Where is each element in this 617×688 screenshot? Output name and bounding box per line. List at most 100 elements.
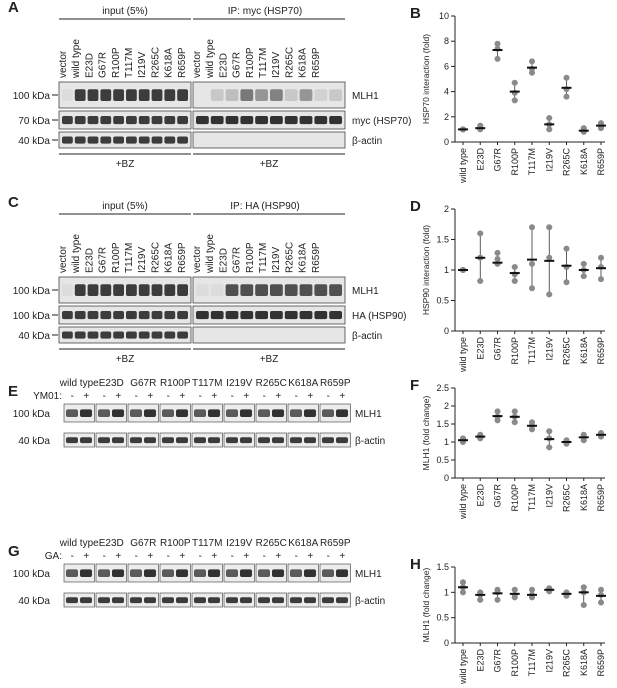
lane-label: R265C [150, 242, 161, 273]
blot-band [177, 136, 188, 144]
data-point [598, 125, 604, 132]
lane-label: K618A [164, 48, 175, 78]
data-point [580, 437, 587, 444]
blot-band [270, 311, 283, 320]
blot-frame [192, 110, 346, 130]
minus-sign: - [103, 551, 106, 562]
blot-band [176, 597, 188, 604]
data-point [529, 69, 535, 76]
blot-band [336, 597, 348, 604]
pair-label: K618A [288, 378, 318, 389]
data-point [546, 115, 553, 122]
minus-sign: - [71, 391, 74, 402]
blot-band [98, 409, 110, 417]
blot-band [138, 311, 150, 320]
blot-band [210, 311, 224, 320]
blot-band [270, 284, 283, 296]
data-point [529, 260, 535, 267]
y-tick-label: 0 [444, 137, 449, 147]
lane-label: vector [58, 245, 69, 273]
minus-sign: - [263, 551, 266, 562]
blot-band [113, 284, 124, 296]
y-tick-label: 0 [444, 473, 449, 483]
data-point [563, 74, 570, 81]
data-point [598, 276, 604, 283]
blot-frame [191, 432, 223, 448]
blot-band [151, 311, 163, 320]
x-tick-label: K618A [579, 649, 589, 676]
y-tick-label: 6 [444, 61, 449, 71]
y-tick-label: 1.5 [436, 419, 449, 429]
input-header: input (5%) [102, 6, 148, 17]
blot-band [177, 284, 188, 296]
blot-band [176, 569, 188, 577]
blot-frame [223, 403, 255, 423]
x-tick-label: wild type [458, 649, 468, 685]
blot-band [240, 89, 254, 101]
blot-band [177, 311, 188, 320]
blot-frame [127, 403, 159, 423]
band-label: β-actin [352, 136, 382, 147]
blot-frame [191, 403, 223, 423]
blot-frame [63, 592, 95, 608]
lane-label: I219V [137, 247, 148, 273]
blot-band [87, 116, 99, 125]
data-point [546, 428, 553, 435]
x-tick-label: wild type [458, 148, 468, 184]
blot-band [138, 89, 150, 101]
blot-band [164, 331, 176, 339]
blot-band [290, 409, 302, 417]
x-tick-label: R100P [510, 649, 520, 677]
lane-label: K618A [164, 243, 175, 273]
y-tick-label: 8 [444, 36, 449, 46]
lane-label: R265C [284, 242, 295, 273]
y-tick-label: 1 [444, 265, 449, 275]
x-tick-label: E23D [475, 484, 485, 507]
lane-label: R659P [177, 242, 188, 273]
mw-marker: 100 kDa [13, 91, 51, 102]
blot-band [98, 437, 110, 444]
data-point [511, 263, 518, 270]
blot-band [255, 116, 268, 125]
mw-marker: 70 kDa [18, 116, 50, 127]
x-tick-label: wild type [458, 484, 468, 520]
blot-frame [63, 563, 95, 583]
data-point [477, 277, 484, 284]
blot-band [322, 569, 334, 577]
data-point [598, 591, 604, 598]
plus-sign: + [83, 551, 89, 562]
y-tick-label: 0 [444, 638, 449, 648]
blot-band [196, 311, 209, 320]
x-tick-label: R100P [510, 484, 520, 512]
x-tick-label: I219V [544, 337, 554, 361]
blot-band [284, 89, 298, 101]
x-tick-label: R265C [562, 484, 572, 513]
blot-frame [95, 592, 127, 608]
blot-band [66, 597, 78, 604]
plus-sign: + [275, 551, 281, 562]
x-tick-label: R659P [596, 337, 606, 365]
blot-band [80, 569, 92, 577]
blot-band [240, 409, 252, 417]
lane-label: G67R [98, 52, 109, 78]
lane-label: vector [58, 50, 69, 78]
lane-label: wild type [205, 234, 216, 274]
blot-band [299, 116, 313, 125]
plus-sign: + [179, 391, 185, 402]
minus-sign: - [71, 551, 74, 562]
y-tick-label: 1 [444, 587, 449, 597]
x-tick-label: G67R [493, 649, 503, 673]
plus-sign: + [243, 551, 249, 562]
blot-frame [159, 403, 191, 423]
blot-band [304, 409, 316, 417]
plus-sign: + [179, 551, 185, 562]
mw-marker: 100 kDa [13, 409, 51, 420]
y-tick-label: 2.5 [436, 383, 449, 393]
y-tick-label: 4 [444, 87, 449, 97]
treatment-label: +BZ [260, 159, 279, 170]
pair-label: R100P [160, 378, 191, 389]
band-label: β-actin [352, 331, 382, 342]
blot-band [255, 89, 268, 101]
blot-band [290, 569, 302, 577]
blot-band [329, 284, 342, 296]
